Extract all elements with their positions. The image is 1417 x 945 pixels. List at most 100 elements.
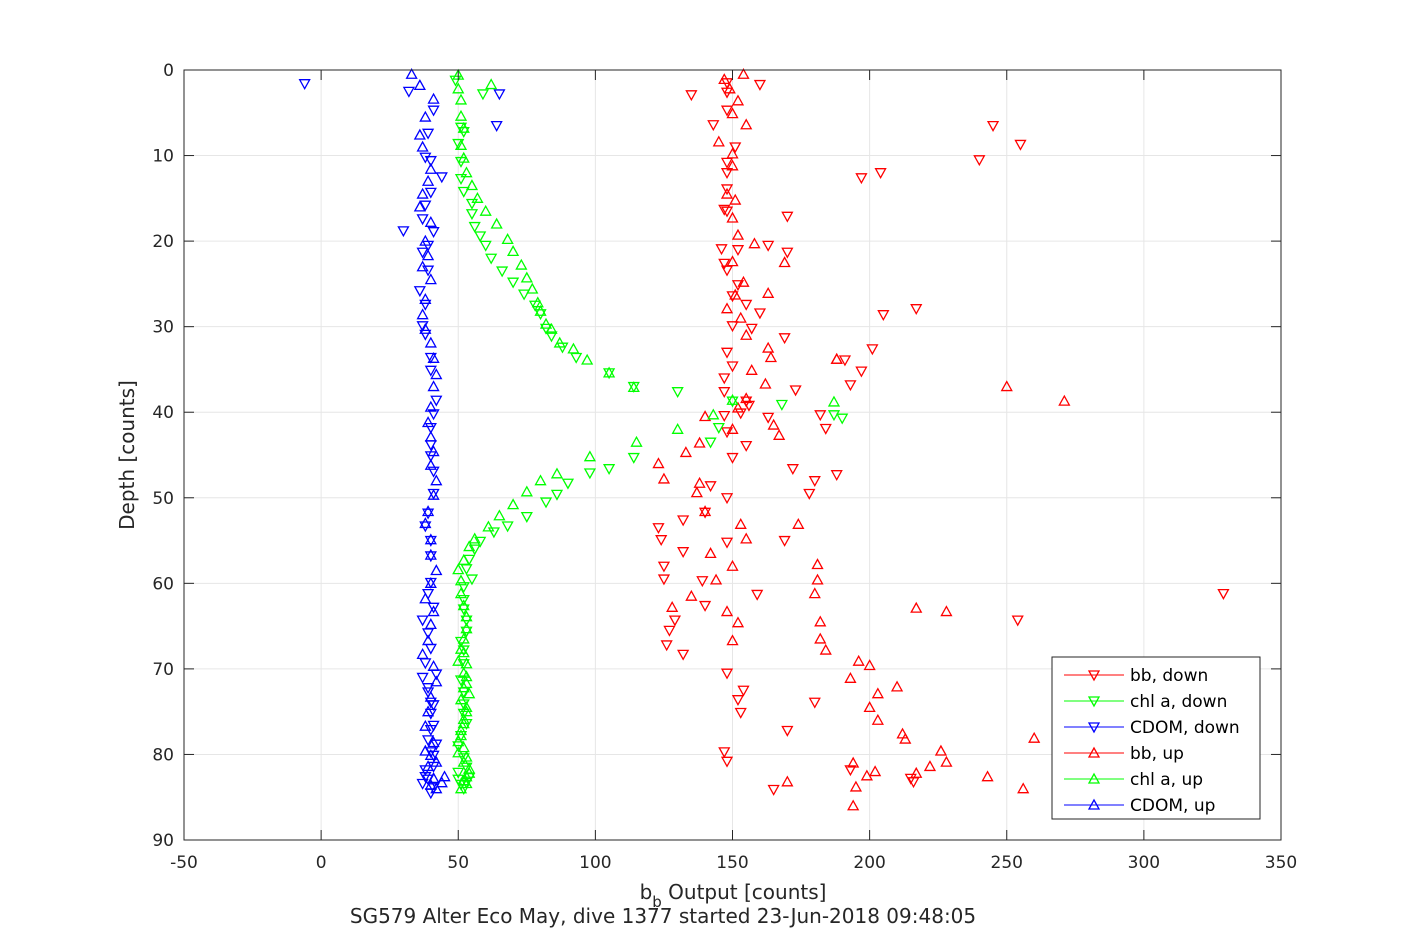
data-point (496, 266, 509, 278)
data-point (419, 200, 432, 212)
data-point (539, 497, 553, 509)
data-point (457, 186, 470, 198)
data-point (731, 695, 745, 707)
data-point (602, 464, 616, 476)
data-point (457, 741, 470, 753)
data-point (465, 198, 479, 210)
data-point (940, 605, 953, 617)
data-point (298, 79, 311, 91)
data-point (430, 474, 443, 486)
data-point (726, 291, 739, 303)
data-point (910, 304, 923, 316)
data-point (452, 774, 465, 786)
data-point (454, 693, 468, 705)
data-point (847, 756, 860, 768)
data-point (452, 735, 465, 747)
data-point (740, 392, 753, 404)
series-4 (452, 68, 841, 794)
data-point (852, 654, 865, 666)
data-point (501, 233, 514, 245)
data-point (416, 615, 429, 627)
data-point (726, 559, 739, 571)
data-point (534, 309, 547, 321)
data-point (726, 634, 739, 646)
data-point (534, 474, 547, 486)
data-point (627, 381, 640, 393)
data-point (718, 258, 731, 270)
data-point (737, 275, 750, 287)
caption: SG579 Alter Eco May, dive 1377 started 2… (350, 904, 976, 928)
data-point (427, 659, 440, 671)
y-tick-label: 30 (152, 318, 174, 338)
data-point (726, 393, 739, 405)
data-point (720, 157, 734, 169)
x-tick-label: 300 (1128, 853, 1160, 873)
data-point (424, 708, 437, 720)
y-tick-label: 60 (152, 574, 174, 594)
data-point (452, 654, 465, 666)
data-point (424, 430, 437, 442)
x-axis-label-subscript: b (652, 893, 662, 911)
data-point (838, 355, 852, 367)
data-point (460, 670, 473, 682)
data-point (720, 105, 734, 117)
data-point (452, 138, 465, 150)
data-point (740, 440, 753, 452)
data-point (679, 446, 692, 458)
data-point (424, 458, 437, 470)
data-point (726, 211, 739, 223)
data-point (986, 120, 1000, 132)
data-point (814, 615, 827, 627)
data-point (452, 82, 465, 94)
data-point (479, 204, 492, 216)
data-point (419, 329, 432, 341)
data-point (973, 155, 986, 167)
y-tick-label: 20 (152, 232, 174, 252)
data-point (421, 249, 435, 261)
data-point (435, 172, 448, 184)
data-point (460, 701, 473, 713)
data-point (427, 488, 440, 500)
data-point (720, 605, 734, 617)
data-point (413, 79, 426, 91)
data-point (685, 589, 698, 601)
data-point (874, 168, 887, 180)
data-point (460, 750, 473, 762)
data-point (427, 602, 440, 614)
legend-label: chl a, down (1130, 692, 1227, 712)
data-point (421, 760, 435, 772)
data-point (849, 780, 863, 792)
data-point (759, 377, 772, 389)
data-point (424, 273, 437, 285)
data-point (720, 187, 734, 199)
data-point (726, 361, 739, 373)
data-point (413, 200, 426, 212)
axis-ticks: -50 0 50 100 150 200 250 300 350 0 10 20 30 40 50 60 70 8… (152, 61, 1297, 873)
data-point (520, 511, 533, 523)
x-tick-label: 0 (316, 853, 327, 873)
data-point (460, 622, 473, 634)
legend-box (1051, 656, 1261, 820)
data-point (657, 561, 671, 573)
data-point (413, 128, 426, 140)
data-point (720, 668, 734, 680)
data-point (424, 400, 437, 412)
data-point (863, 659, 876, 671)
data-point (729, 288, 742, 300)
data-point (460, 166, 473, 178)
data-point (844, 380, 857, 392)
data-point (1017, 782, 1030, 794)
data-point (430, 782, 443, 794)
data-point (454, 636, 468, 648)
data-point (454, 724, 468, 736)
data-point (860, 769, 873, 781)
data-point (430, 395, 443, 407)
data-point (731, 94, 745, 106)
data-point (726, 396, 739, 408)
data-point (657, 472, 671, 484)
data-point (742, 400, 756, 412)
data-point (729, 193, 742, 205)
legend-marker (1087, 670, 1101, 682)
data-point (419, 744, 432, 756)
